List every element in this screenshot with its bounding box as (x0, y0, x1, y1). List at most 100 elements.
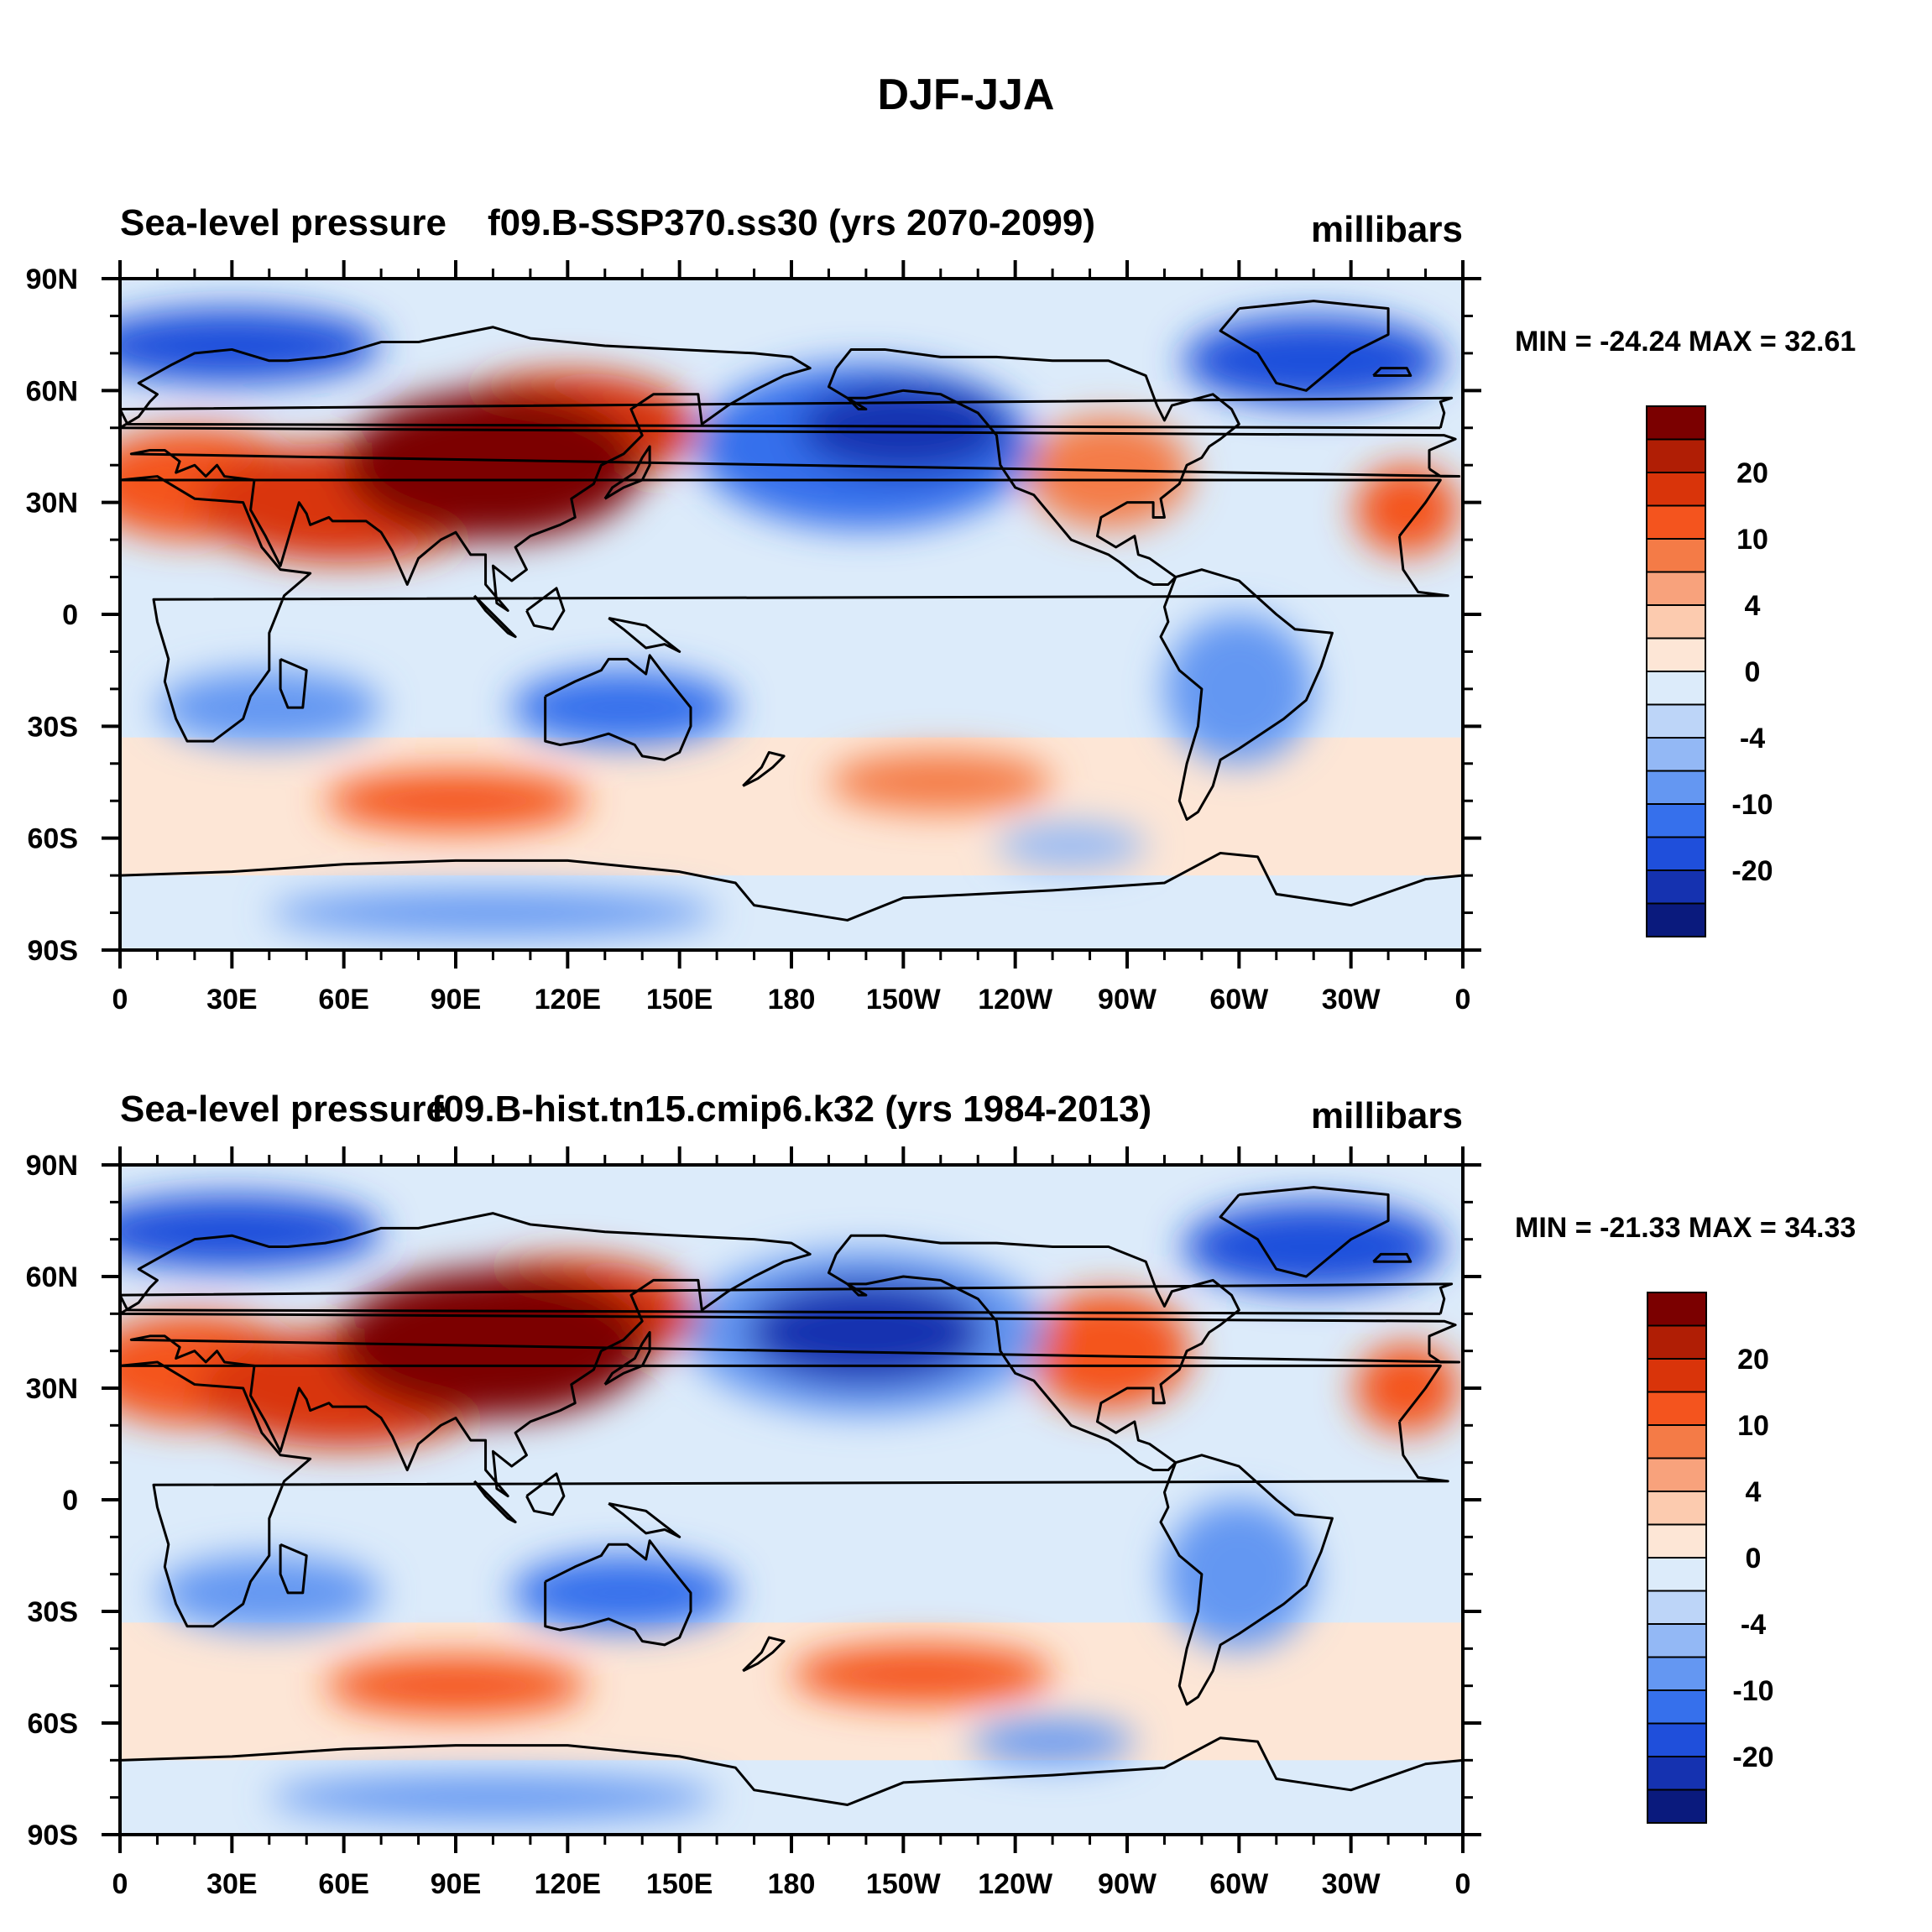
pressure-anomaly-2 (269, 1775, 718, 1820)
colorbar-bin (1647, 1756, 1707, 1791)
x-tick-label: 150E (646, 984, 713, 1016)
colorbar-bin (1647, 1324, 1707, 1360)
x-tick-label: 60W (1209, 984, 1269, 1016)
colorbar-label: -10 (1732, 1675, 1773, 1707)
coastlines (120, 1186, 1463, 1807)
coast-borneo (525, 587, 566, 631)
y-tick-label: 30S (28, 1596, 79, 1628)
y-tick-label: 90S (28, 935, 79, 967)
x-tick-label: 150W (866, 1868, 942, 1900)
colorbar: 20 10 4 0 -4 -10 -20 (1646, 405, 1773, 937)
pressure-anomaly-2 (157, 670, 382, 745)
pressure-anomaly-15 (746, 1280, 986, 1385)
y-tick-label: 30S (28, 711, 79, 743)
figure-title: DJF-JJA (878, 70, 1055, 119)
colorbar-label: -4 (1741, 1609, 1766, 1641)
colorbar-bin (1647, 1491, 1707, 1526)
coastlines (120, 300, 1463, 922)
colorbar-bin (1646, 737, 1706, 772)
colorbar-bin (1646, 703, 1706, 739)
x-tick-label: 0 (1455, 1868, 1471, 1900)
pressure-anomaly-1 (1164, 1500, 1314, 1649)
colorbar-bin (1646, 438, 1706, 473)
coast-new-guinea (608, 1501, 681, 1538)
x-tick-label: 60E (318, 1868, 369, 1900)
colorbar-bin (1646, 902, 1706, 937)
pressure-anomaly-8 (325, 770, 587, 831)
coast-south-america (1159, 568, 1334, 821)
pressure-field (120, 279, 1463, 950)
colorbar-label: 10 (1737, 1410, 1769, 1442)
colorbar-bin (1647, 1358, 1707, 1393)
field-features (120, 1194, 1459, 1820)
colorbar-bin (1647, 1788, 1707, 1824)
y-tick-label: 60S (28, 823, 79, 855)
colorbar-bin (1647, 1689, 1707, 1725)
colorbar-bin (1647, 1722, 1707, 1757)
y-tick-label: 30N (26, 1373, 78, 1405)
coast-sumatra (473, 594, 517, 639)
map-axes: 0 30E 60E 90E 120E 150E 180 150W 120W 90W 60W 30W 0 9… (26, 1146, 1481, 1900)
x-tick-label: 120W (978, 984, 1053, 1016)
coast-japan (603, 1331, 651, 1386)
coast-africa-west (120, 1360, 1449, 1628)
y-tick-label: 30N (26, 488, 78, 520)
pressure-anomaly-7 (1355, 465, 1459, 555)
x-tick-label: 90W (1098, 984, 1157, 1016)
coast-iceland (1372, 1252, 1412, 1263)
stats-label: MIN = -24.24 MAX = 32.61 (1515, 326, 1856, 358)
pressure-anomaly-16 (343, 390, 643, 540)
y-tick-label: 60N (26, 375, 78, 407)
coast-iceland (1372, 367, 1412, 378)
colorbar-label: -20 (1731, 855, 1773, 887)
coast-new-guinea (608, 616, 681, 653)
coast-sumatra (473, 1480, 517, 1524)
coast-eurasia (120, 1212, 1461, 1498)
coast-africa-west (120, 475, 1449, 743)
y-tick-label: 90S (28, 1820, 79, 1851)
x-tick-label: 120E (535, 984, 601, 1016)
coast-new-zealand (742, 1636, 786, 1673)
x-tick-label: 150W (866, 984, 942, 1016)
field-features (120, 308, 1459, 936)
colorbar-bin (1647, 1590, 1707, 1625)
coast-britain (120, 1282, 1454, 1315)
coast-north-america (827, 1234, 1240, 1472)
colorbar-bin (1646, 538, 1706, 573)
x-tick-label: 120W (978, 1868, 1053, 1900)
colorbar-bin (1646, 504, 1706, 540)
pressure-anomaly-3 (1164, 614, 1314, 764)
colorbar-label: 4 (1745, 590, 1761, 622)
y-tick-label: 90N (26, 1150, 78, 1182)
pressure-anomaly-10 (511, 670, 736, 745)
panel-title-case: f09.B-SSP370.ss30 (yrs 2070-2099) (488, 202, 1095, 243)
colorbar-label: 0 (1745, 656, 1761, 688)
coast-eurasia (120, 326, 1461, 613)
colorbar-bin (1647, 1523, 1707, 1559)
colorbar-label: 0 (1746, 1543, 1762, 1574)
coast-japan (603, 445, 651, 500)
colorbar-bin (1647, 1457, 1707, 1492)
pressure-anomaly-16 (336, 1269, 650, 1418)
colorbar-bin (1646, 770, 1706, 805)
colorbar-label: 20 (1737, 1344, 1769, 1376)
colorbar-label: -4 (1740, 723, 1765, 755)
x-tick-label: 90W (1098, 1868, 1157, 1900)
panel-title-variable: Sea-level pressure (120, 202, 446, 243)
colorbar-bin (1646, 869, 1706, 905)
colorbar-bin (1647, 1623, 1707, 1658)
x-tick-label: 90E (431, 984, 482, 1016)
coast-south-america (1159, 1454, 1334, 1706)
coast-antarctica (120, 1736, 1463, 1807)
pressure-anomaly-0 (996, 822, 1146, 869)
y-tick-label: 0 (62, 599, 78, 631)
colorbar-bin (1646, 836, 1706, 871)
coast-greenland (1219, 300, 1390, 392)
map-axes: 0 30E 60E 90E 120E 150E 180 150W 120W 90W 60W 30W 0 9… (26, 260, 1481, 1016)
coast-australia (544, 654, 692, 761)
coast-antarctica (120, 851, 1463, 922)
colorbar-bin (1646, 405, 1706, 441)
pressure-anomaly-4 (828, 752, 1053, 812)
panel-title-variable: Sea-level pressure (120, 1089, 446, 1130)
